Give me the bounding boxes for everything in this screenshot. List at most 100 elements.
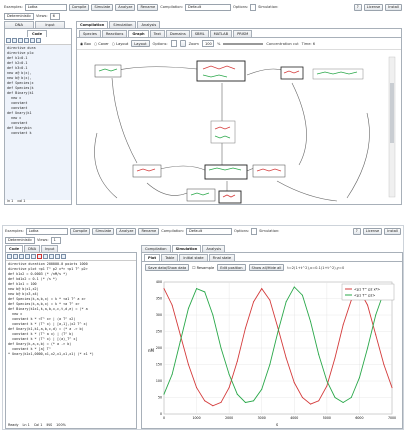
graph-options-select[interactable] — [170, 40, 177, 47]
legend-item-1[interactable]: <p1 T^ p2 x*> — [354, 288, 380, 292]
code-line: def k2=0.1 — [7, 61, 28, 65]
copy-icon[interactable] — [30, 38, 35, 43]
right-tabbar-2: Compilation Simulation Analysis — [141, 245, 403, 252]
graph-node[interactable] — [186, 188, 216, 202]
series-2-point — [204, 291, 206, 293]
edit-position-button[interactable]: Edit position — [217, 264, 246, 271]
subtab-table[interactable]: Table — [161, 254, 179, 261]
tab-code[interactable]: Code — [27, 30, 47, 37]
graph-edge — [146, 182, 188, 196]
print-icon[interactable] — [25, 254, 30, 259]
tab-simulation[interactable]: Simulation — [109, 21, 137, 28]
tab-simulation[interactable]: Simulation — [171, 245, 202, 252]
license-button[interactable]: License — [362, 227, 383, 235]
tab-input[interactable]: Input — [41, 245, 59, 252]
code-line: def Species(k — [7, 86, 34, 90]
graph-node[interactable] — [312, 68, 364, 80]
resample-checkbox[interactable]: ☐ Resample — [192, 265, 215, 270]
code-editor[interactable]: directive dura directive plo def k1=0.1 def… — [5, 45, 71, 200]
concentration-slider[interactable] — [223, 42, 264, 45]
tab-input[interactable]: Input — [35, 21, 65, 28]
layout-button[interactable]: Layout — [131, 40, 150, 47]
rename-button[interactable]: Rename — [137, 3, 159, 11]
tab-code[interactable]: Code — [5, 245, 24, 252]
new-file-icon[interactable] — [7, 254, 12, 259]
tab-dna[interactable]: DNA — [4, 21, 34, 28]
compile-button[interactable]: Compile — [69, 227, 91, 235]
subtab-domains[interactable]: Domains — [165, 30, 190, 37]
options-select[interactable] — [250, 3, 257, 11]
simulate-button[interactable]: Simulate — [92, 227, 115, 235]
mode-select[interactable]: Deterministic — [4, 12, 34, 20]
subtab-graph[interactable]: Graph — [128, 30, 149, 37]
compilation-select[interactable]: Default — [186, 227, 232, 235]
analyze-button[interactable]: Analyze — [116, 227, 137, 235]
examples-select[interactable]: Lotka — [25, 227, 68, 235]
graph-node[interactable] — [204, 164, 248, 180]
cut-icon[interactable] — [31, 254, 36, 259]
help-button[interactable]: ? — [353, 3, 362, 11]
copy-icon[interactable] — [43, 254, 48, 259]
save-data-button[interactable]: Save data/Show data — [145, 264, 190, 271]
save-icon[interactable] — [18, 38, 23, 43]
install-button[interactable]: Install — [385, 3, 402, 11]
rename-button[interactable]: Rename — [138, 227, 160, 235]
radio-layout[interactable]: ○ Layout — [111, 41, 129, 46]
views-select[interactable]: 6 — [49, 12, 60, 20]
graph-node[interactable] — [210, 120, 236, 144]
tab-analysis[interactable]: Analysis — [202, 245, 226, 252]
reaction-graph[interactable] — [77, 53, 401, 205]
radio-cover[interactable]: ○ Cover — [93, 41, 109, 46]
secondary-toolbar-2: Deterministic Views: 1 — [3, 235, 403, 245]
redo-icon[interactable] — [61, 254, 66, 259]
delete-icon[interactable] — [37, 254, 42, 259]
simulation-plot[interactable]: 0 50 100 150 200 250 300 350 400 0 1000 2000 3000 40… — [142, 276, 402, 428]
save-icon[interactable] — [19, 254, 24, 259]
compile-button[interactable]: Compile — [68, 3, 90, 11]
subtab-species[interactable]: Species — [79, 30, 101, 37]
graph-node[interactable] — [280, 66, 304, 80]
code-line: * Unary(k1x1,0000,x1,x2,x1,x1,x1) (* x1 … — [8, 352, 94, 356]
legend-item-2[interactable]: <p1 T^ p2> — [354, 294, 376, 298]
show-hide-all-button[interactable]: Show all/Hide all — [248, 264, 285, 271]
install-button[interactable]: Install — [384, 227, 401, 235]
open-file-icon[interactable] — [13, 254, 18, 259]
analyze-button[interactable]: Analyze — [115, 3, 136, 11]
subtab-sbml[interactable]: SBML — [190, 30, 209, 37]
subtab-prism[interactable]: PRISM — [233, 30, 253, 37]
tab-dna[interactable]: DNA — [24, 245, 41, 252]
subtab-reactions[interactable]: Reactions — [101, 30, 128, 37]
subtab-plot[interactable]: Plot — [144, 254, 161, 261]
undo-icon[interactable] — [55, 254, 60, 259]
series-2-point — [212, 314, 214, 316]
subtab-matlab[interactable]: MATLAB — [209, 30, 233, 37]
simulate-button[interactable]: Simulate — [91, 3, 114, 11]
zoom-input[interactable]: 100 — [201, 40, 214, 47]
graph-node[interactable] — [94, 64, 122, 78]
tab-analysis[interactable]: Analysis — [137, 21, 161, 28]
zoom-fit-button[interactable] — [179, 40, 186, 47]
cut-icon[interactable] — [24, 38, 29, 43]
graph-node[interactable] — [218, 190, 242, 204]
tab-compilation[interactable]: Compilation — [76, 21, 109, 28]
graph-node[interactable] — [196, 60, 246, 82]
tab-compilation[interactable]: Compilation — [141, 245, 171, 252]
subtab-text[interactable]: Text — [149, 30, 165, 37]
subtab-initial-state[interactable]: Initial state — [179, 254, 208, 261]
new-file-icon[interactable] — [6, 38, 11, 43]
scrollbar-thumb[interactable] — [390, 83, 394, 143]
graph-node[interactable] — [132, 164, 162, 178]
examples-select[interactable]: Lotka — [24, 3, 67, 11]
license-button[interactable]: License — [363, 3, 384, 11]
subtab-final-state[interactable]: Final state — [208, 254, 236, 261]
paste-icon[interactable] — [36, 38, 41, 43]
code-editor-2[interactable]: directive duration 200000.0 points 1000 d… — [6, 261, 136, 421]
help-button[interactable]: ? — [352, 227, 361, 235]
mode-select[interactable]: Deterministic — [5, 236, 35, 244]
options-select[interactable] — [251, 227, 258, 235]
radio-box[interactable]: ◉ Box — [80, 41, 91, 46]
open-file-icon[interactable] — [12, 38, 17, 43]
paste-icon[interactable] — [49, 254, 54, 259]
views-select[interactable]: 1 — [50, 236, 61, 244]
compilation-select[interactable]: Default — [185, 3, 231, 11]
